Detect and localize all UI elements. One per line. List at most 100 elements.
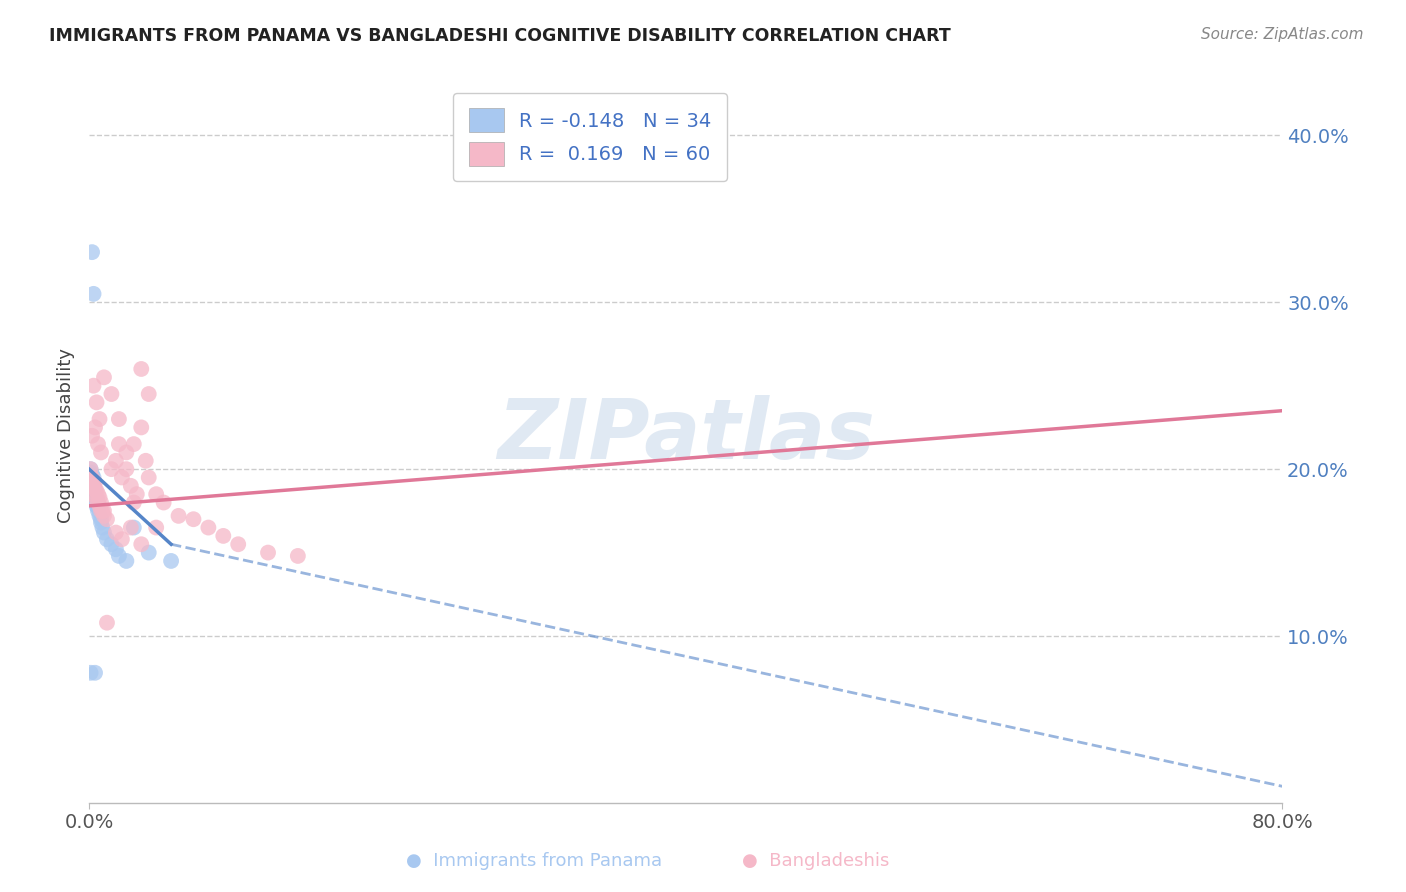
Point: [79, 462, 101, 476]
Point: [122, 437, 145, 451]
Point: [129, 420, 152, 434]
Point: [80, 475, 103, 490]
Point: [287, 549, 309, 563]
Point: [226, 537, 249, 551]
Point: [115, 445, 138, 459]
Point: [90, 445, 112, 459]
Point: [86, 492, 108, 507]
Point: [84, 475, 107, 490]
Point: [87, 487, 110, 501]
Point: [135, 454, 157, 468]
Point: [80, 470, 103, 484]
Point: [84, 665, 107, 680]
Point: [84, 482, 107, 496]
Point: [96, 512, 118, 526]
Point: [91, 504, 114, 518]
Point: [86, 499, 108, 513]
Point: [80, 245, 103, 260]
Point: [93, 525, 115, 540]
Point: [183, 512, 205, 526]
Point: [108, 412, 131, 426]
Point: [79, 470, 101, 484]
Point: [108, 549, 131, 563]
Point: [90, 495, 112, 509]
Point: [87, 500, 110, 515]
Point: [212, 529, 235, 543]
Point: [115, 554, 138, 568]
Point: [93, 508, 115, 523]
Point: [83, 474, 105, 488]
Point: [83, 487, 105, 501]
Point: [86, 395, 108, 409]
Point: [89, 508, 111, 523]
Point: [145, 487, 167, 501]
Point: [87, 495, 110, 509]
Point: [79, 665, 101, 680]
Point: [96, 533, 118, 547]
Point: [87, 504, 110, 518]
Y-axis label: Cognitive Disability: Cognitive Disability: [58, 348, 75, 524]
Point: [122, 520, 145, 534]
Point: [90, 512, 112, 526]
Point: [90, 516, 112, 530]
Point: [122, 495, 145, 509]
Point: [167, 508, 190, 523]
Point: [83, 479, 105, 493]
Point: [104, 454, 127, 468]
Point: [83, 479, 105, 493]
Point: [93, 370, 115, 384]
Point: [86, 492, 108, 507]
Point: [100, 462, 122, 476]
Point: [84, 420, 107, 434]
Point: [115, 462, 138, 476]
Point: [111, 470, 134, 484]
Text: ●  Immigrants from Panama: ● Immigrants from Panama: [406, 852, 662, 870]
Point: [80, 470, 103, 484]
Point: [125, 487, 148, 501]
Point: [138, 387, 160, 401]
Point: [93, 504, 115, 518]
Point: [257, 546, 280, 560]
Point: [87, 437, 110, 451]
Point: [104, 525, 127, 540]
Point: [89, 412, 111, 426]
Point: [83, 378, 105, 392]
Point: [129, 362, 152, 376]
Point: [100, 537, 122, 551]
Point: [89, 491, 111, 505]
Point: [83, 286, 105, 301]
Point: [108, 437, 131, 451]
Legend: R = -0.148   N = 34, R =  0.169   N = 60: R = -0.148 N = 34, R = 0.169 N = 60: [453, 93, 727, 181]
Text: ●  Bangladeshis: ● Bangladeshis: [742, 852, 889, 870]
Point: [129, 537, 152, 551]
Point: [91, 520, 114, 534]
Point: [80, 479, 103, 493]
Point: [152, 495, 174, 509]
Point: [79, 466, 101, 480]
Point: [84, 483, 107, 498]
Point: [80, 467, 103, 482]
Point: [145, 520, 167, 534]
Point: [80, 429, 103, 443]
Point: [86, 495, 108, 509]
Point: [84, 491, 107, 505]
Point: [90, 504, 112, 518]
Point: [96, 615, 118, 630]
Point: [120, 520, 142, 534]
Text: ZIPatlas: ZIPatlas: [496, 395, 875, 476]
Point: [83, 482, 105, 496]
Point: [100, 387, 122, 401]
Point: [160, 554, 183, 568]
Point: [79, 462, 101, 476]
Point: [83, 470, 105, 484]
Point: [79, 470, 101, 484]
Text: IMMIGRANTS FROM PANAMA VS BANGLADESHI COGNITIVE DISABILITY CORRELATION CHART: IMMIGRANTS FROM PANAMA VS BANGLADESHI CO…: [49, 27, 950, 45]
Point: [86, 483, 108, 498]
Text: Source: ZipAtlas.com: Source: ZipAtlas.com: [1201, 27, 1364, 42]
Point: [1346, 211, 1368, 226]
Point: [120, 479, 142, 493]
Point: [89, 499, 111, 513]
Point: [138, 546, 160, 560]
Point: [111, 533, 134, 547]
Point: [104, 542, 127, 557]
